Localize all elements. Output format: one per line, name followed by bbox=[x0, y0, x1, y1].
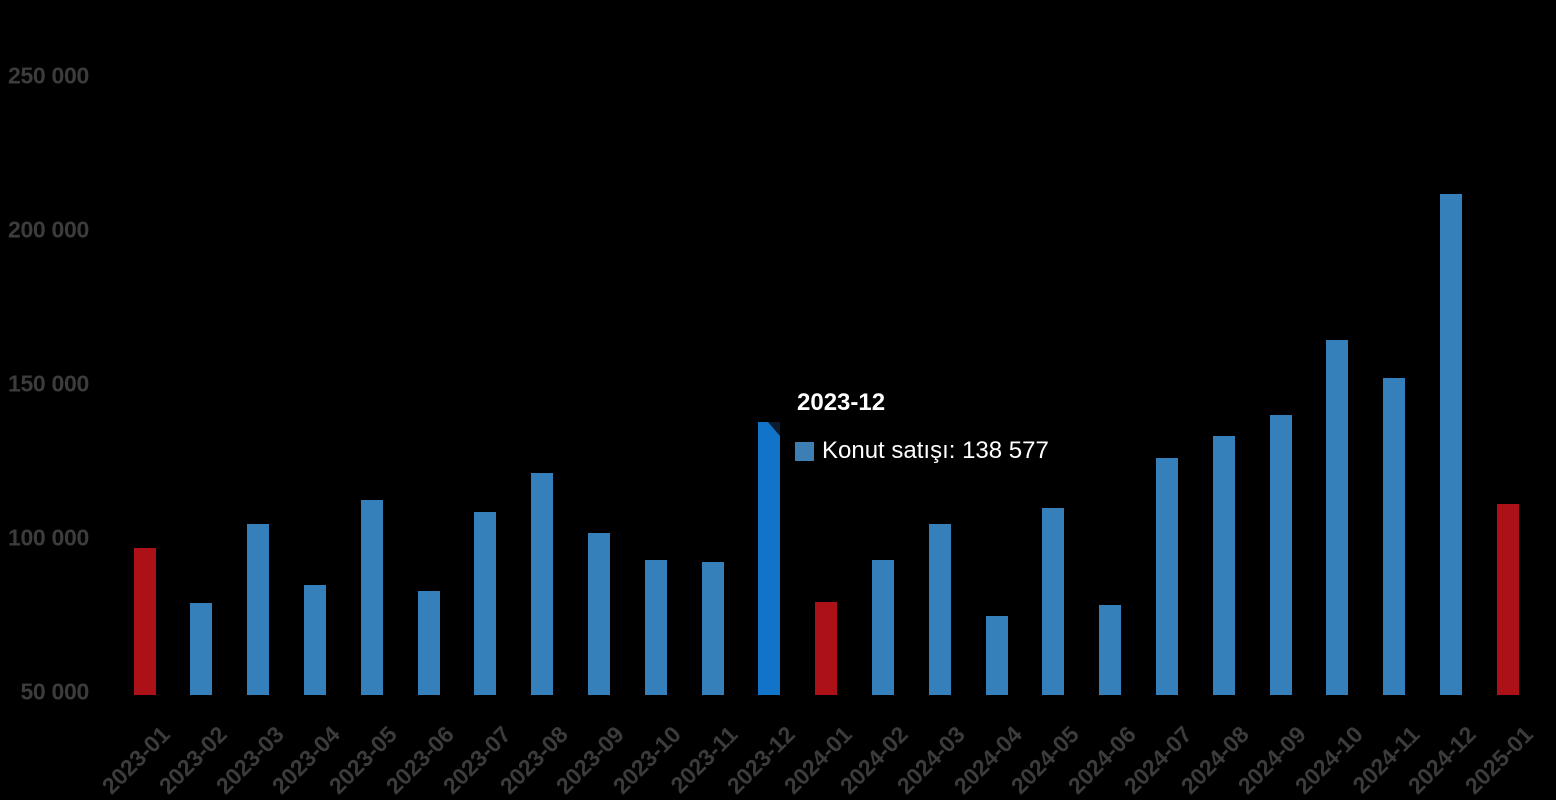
bar-2023-08[interactable] bbox=[531, 472, 554, 695]
bar-2024-07[interactable] bbox=[1155, 457, 1178, 695]
bar-2024-05[interactable] bbox=[1042, 508, 1065, 695]
y-tick-label: 150 000 bbox=[7, 370, 89, 397]
bar-2023-11[interactable] bbox=[701, 562, 724, 695]
tooltip-title: 2023-12 bbox=[797, 389, 886, 416]
bar-2023-06[interactable] bbox=[417, 591, 440, 695]
bar-2024-12[interactable] bbox=[1439, 194, 1462, 695]
bar-2024-02[interactable] bbox=[871, 559, 894, 695]
bar-2023-04[interactable] bbox=[303, 585, 326, 695]
bar-2023-12[interactable] bbox=[758, 422, 781, 695]
bar-2023-01[interactable] bbox=[133, 548, 156, 695]
bar-2024-04[interactable] bbox=[985, 616, 1008, 695]
tooltip-row: Konut satışı: 138 577 bbox=[795, 437, 1049, 465]
bar-2024-09[interactable] bbox=[1269, 414, 1292, 695]
bar-2024-10[interactable] bbox=[1326, 340, 1349, 695]
bar-2024-08[interactable] bbox=[1212, 435, 1235, 695]
series-swatch-icon bbox=[795, 441, 814, 461]
bar-2024-03[interactable] bbox=[928, 524, 951, 695]
bar-2023-02[interactable] bbox=[190, 602, 213, 695]
bar-2023-03[interactable] bbox=[247, 524, 270, 695]
bar-2024-11[interactable] bbox=[1383, 377, 1406, 695]
bar-2023-07[interactable] bbox=[474, 511, 497, 695]
y-tick-label: 50 000 bbox=[20, 678, 89, 705]
y-tick-label: 100 000 bbox=[7, 524, 89, 551]
bar-2024-01[interactable] bbox=[815, 601, 838, 695]
tooltip-text: Konut satışı: 138 577 bbox=[822, 437, 1049, 464]
y-tick-label: 200 000 bbox=[7, 216, 89, 243]
y-tick-label: 250 000 bbox=[7, 62, 89, 89]
bar-2025-01[interactable] bbox=[1496, 503, 1519, 695]
bar-2023-09[interactable] bbox=[587, 532, 610, 695]
tooltip-pointer-notch bbox=[768, 422, 781, 437]
bar-2024-06[interactable] bbox=[1099, 604, 1122, 695]
tooltip: 2023-12 Konut satışı: 138 577 bbox=[795, 389, 1049, 465]
bar-2023-10[interactable] bbox=[644, 560, 667, 695]
bar-2023-05[interactable] bbox=[360, 499, 383, 695]
